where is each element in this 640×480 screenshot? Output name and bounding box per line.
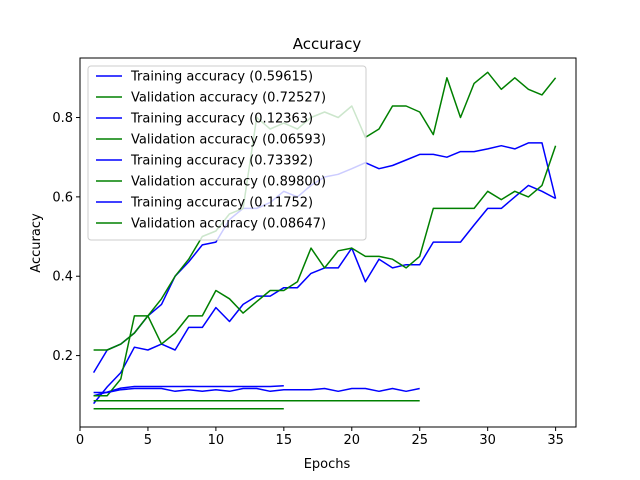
legend-entry-1: Training accuracy (0.59615) [130,70,313,85]
x-tick-label: 20 [344,433,361,448]
legend: Training accuracy (0.59615) Validation ac… [87,65,367,241]
y-tick-label: 0.2 [52,349,73,364]
series-line-7 [93,387,420,394]
series-line-6 [93,145,557,397]
axes-frame [79,57,577,428]
legend-entry-4: Validation accuracy (0.06593) [131,133,326,148]
x-tick-label: 5 [144,433,152,448]
y-tick-label: 0.6 [52,190,73,205]
y-axis-label: Accuracy [29,213,44,273]
legend-entry-3: Training accuracy (0.12363) [130,112,313,127]
x-tick-label: 30 [479,433,496,448]
y-tick-label: 0.4 [52,270,73,285]
chart-title: Accuracy [293,35,362,53]
y-tick-label: 0.8 [52,111,73,126]
legend-entry-7: Training accuracy (0.11752) [130,196,313,211]
legend-entry-8: Validation accuracy (0.08647) [131,217,326,232]
legend-entry-2: Validation accuracy (0.72527) [131,91,326,106]
legend-entry-6: Validation accuracy (0.89800) [131,175,326,190]
x-tick-label: 25 [411,433,428,448]
legend-entry-5: Training accuracy (0.73392) [130,154,313,169]
series-line-3 [93,384,284,397]
x-tick-label: 0 [76,433,84,448]
axes: 0 5 10 15 20 25 30 35 0.2 0.4 0.6 0.8 [52,57,577,448]
x-tick-label: 10 [208,433,225,448]
legend-box [87,65,367,241]
x-tick-label: 35 [547,433,564,448]
x-tick-label: 15 [276,433,293,448]
x-axis-label: Epochs [304,457,351,472]
